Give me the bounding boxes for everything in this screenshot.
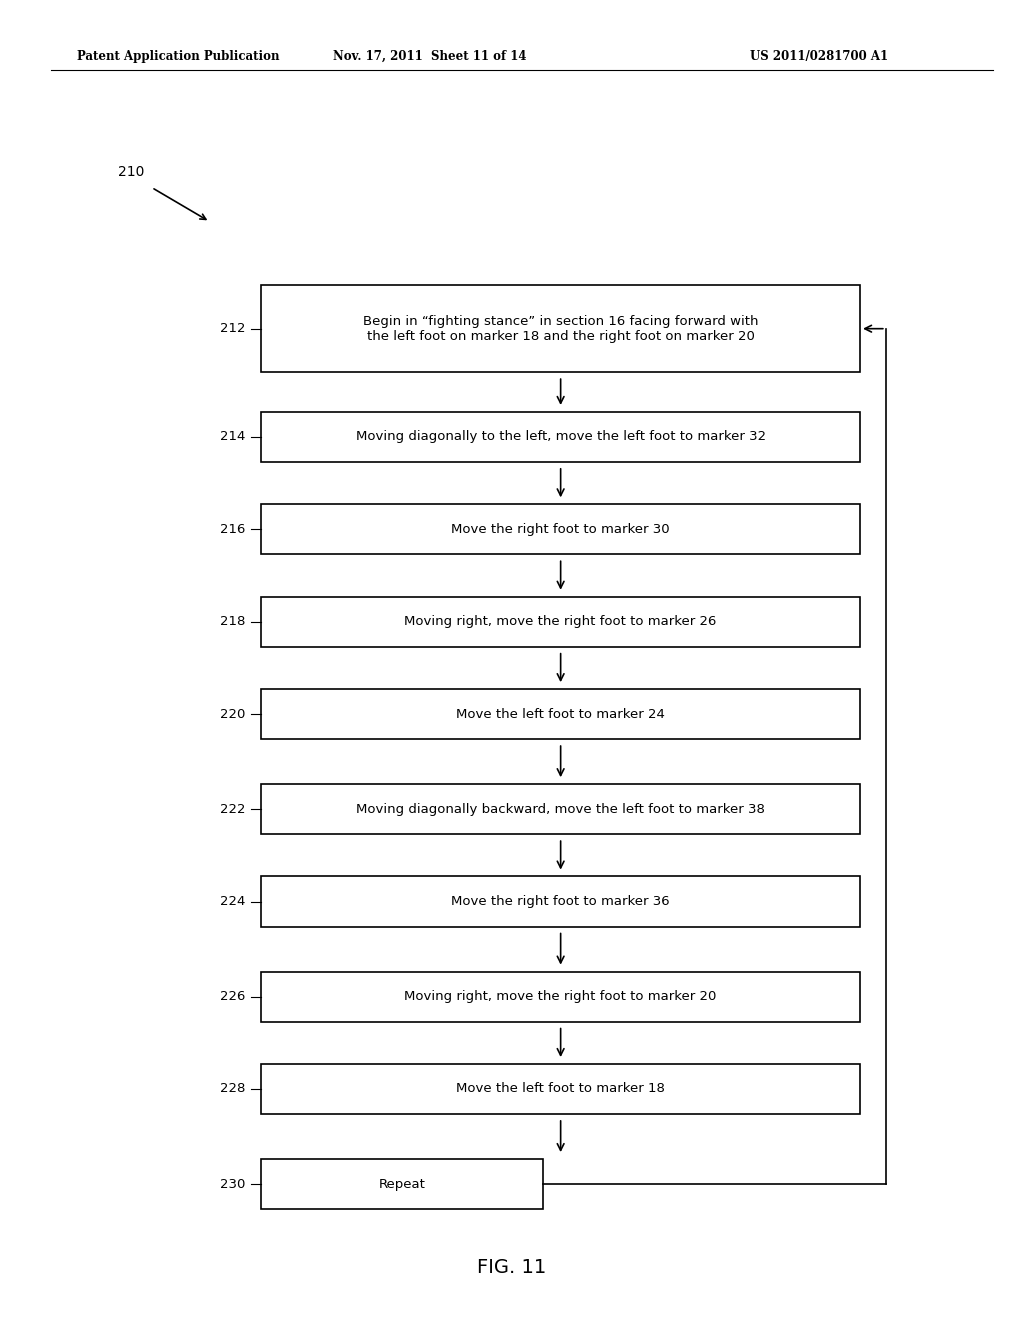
Text: Patent Application Publication: Patent Application Publication xyxy=(77,50,280,63)
Bar xyxy=(261,1159,543,1209)
Text: Repeat: Repeat xyxy=(379,1177,425,1191)
Text: Moving diagonally to the left, move the left foot to marker 32: Moving diagonally to the left, move the … xyxy=(355,430,766,444)
Text: Move the right foot to marker 36: Move the right foot to marker 36 xyxy=(452,895,670,908)
Bar xyxy=(261,412,860,462)
Text: 224: 224 xyxy=(220,895,246,908)
Bar xyxy=(261,689,860,739)
Text: 218: 218 xyxy=(220,615,246,628)
Text: 216: 216 xyxy=(220,523,246,536)
Text: Move the left foot to marker 18: Move the left foot to marker 18 xyxy=(457,1082,665,1096)
Text: Moving right, move the right foot to marker 20: Moving right, move the right foot to mar… xyxy=(404,990,717,1003)
Text: Nov. 17, 2011  Sheet 11 of 14: Nov. 17, 2011 Sheet 11 of 14 xyxy=(334,50,526,63)
Text: 210: 210 xyxy=(118,165,144,178)
Text: 230: 230 xyxy=(220,1177,246,1191)
Bar xyxy=(261,1064,860,1114)
Bar xyxy=(261,784,860,834)
Text: Moving diagonally backward, move the left foot to marker 38: Moving diagonally backward, move the lef… xyxy=(356,803,765,816)
Text: 212: 212 xyxy=(220,322,246,335)
Bar xyxy=(261,597,860,647)
Text: Move the left foot to marker 24: Move the left foot to marker 24 xyxy=(457,708,665,721)
Text: Moving right, move the right foot to marker 26: Moving right, move the right foot to mar… xyxy=(404,615,717,628)
Text: 228: 228 xyxy=(220,1082,246,1096)
Text: 214: 214 xyxy=(220,430,246,444)
Bar xyxy=(261,876,860,927)
Text: 220: 220 xyxy=(220,708,246,721)
Text: Move the right foot to marker 30: Move the right foot to marker 30 xyxy=(452,523,670,536)
Text: US 2011/0281700 A1: US 2011/0281700 A1 xyxy=(751,50,888,63)
Bar xyxy=(261,504,860,554)
Bar xyxy=(261,972,860,1022)
Text: 222: 222 xyxy=(220,803,246,816)
Text: Begin in “fighting stance” in section 16 facing forward with
the left foot on ma: Begin in “fighting stance” in section 16… xyxy=(362,314,759,343)
Text: FIG. 11: FIG. 11 xyxy=(477,1258,547,1276)
Text: 226: 226 xyxy=(220,990,246,1003)
Bar xyxy=(261,285,860,372)
